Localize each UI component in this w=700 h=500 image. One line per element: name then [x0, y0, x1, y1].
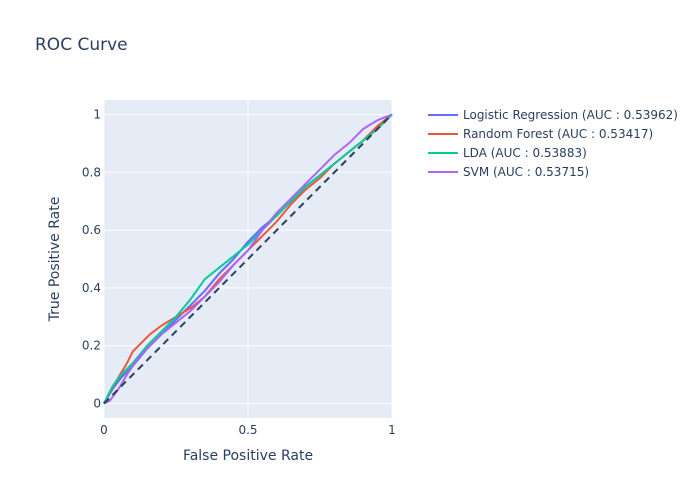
- legend-item-label: Logistic Regression (AUC : 0.53962): [463, 108, 678, 122]
- y-axis-title: True Positive Rate: [47, 197, 63, 323]
- x-tick-label: 0: [100, 423, 108, 437]
- y-tick-label: 0.8: [82, 165, 101, 179]
- y-tick-label: 0: [93, 397, 101, 411]
- legend: Logistic Regression (AUC : 0.53962) Rando…: [428, 108, 678, 179]
- series-lines: [103, 113, 393, 405]
- y-tick-label: 0.4: [82, 281, 101, 295]
- y-tick-label: 0.2: [82, 339, 101, 353]
- legend-item-label: LDA (AUC : 0.53883): [463, 146, 587, 160]
- x-axis-title: False Positive Rate: [183, 448, 313, 464]
- reference-diagonal-line: [103, 113, 393, 405]
- series-line-2: [103, 113, 393, 404]
- legend-item-label: SVM (AUC : 0.53715): [463, 165, 589, 179]
- series-line-3: [103, 113, 393, 405]
- x-tick-label: 0.5: [238, 423, 257, 437]
- chart-title: ROC Curve: [35, 35, 128, 55]
- legend-item-label: Random Forest (AUC : 0.53417): [463, 127, 653, 141]
- y-tick-label: 1: [93, 107, 101, 121]
- axis-ticks: 0 0.5 1 0 0.2 0.4 0.6 0.8 1: [82, 107, 396, 437]
- y-tick-label: 0.6: [82, 223, 101, 237]
- x-tick-label: 1: [388, 423, 396, 437]
